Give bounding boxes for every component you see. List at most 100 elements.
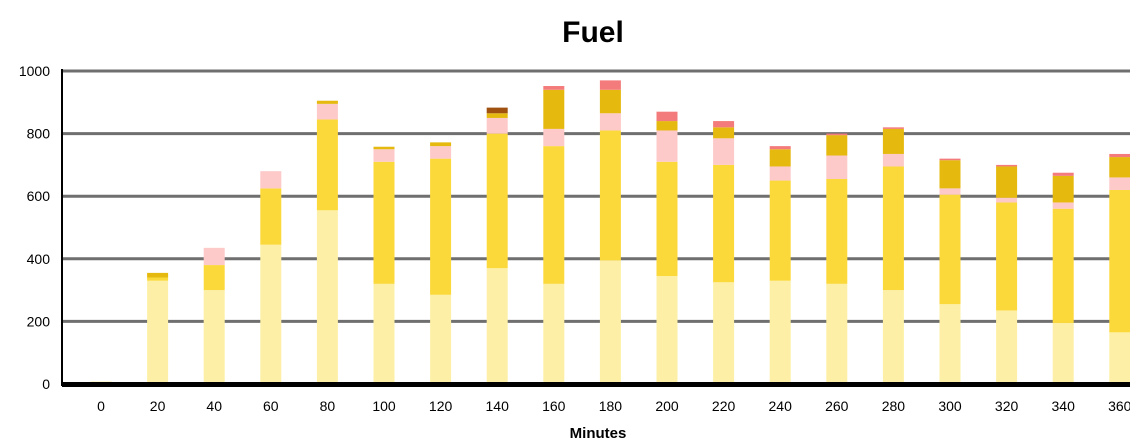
bar-segment-240-0 (769, 280, 791, 384)
bar-segment-80-1 (316, 119, 338, 211)
bar-segment-260-4 (826, 133, 848, 136)
bar-segment-300-3 (939, 160, 961, 189)
bar-segment-20-1 (147, 277, 169, 281)
bar-segment-140-5 (486, 107, 508, 114)
bar-segment-300-4 (939, 158, 961, 161)
x-tick-label: 100 (372, 398, 396, 414)
bar-segment-340-0 (1052, 322, 1074, 384)
bar-segment-320-0 (996, 310, 1018, 384)
bar-segment-200-2 (656, 130, 678, 162)
x-tick-label: 0 (97, 398, 105, 414)
bar-segment-20-0 (147, 280, 169, 384)
bar-segment-240-1 (769, 180, 791, 281)
bar-segment-180-2 (599, 113, 621, 131)
x-tick-label: 240 (769, 398, 793, 414)
y-tick-label: 800 (27, 126, 51, 142)
bar-segment-280-2 (882, 153, 904, 167)
bar-segment-260-1 (826, 178, 848, 284)
bar-segment-100-1 (373, 161, 395, 284)
bar-segment-160-2 (543, 128, 565, 147)
x-tick-label: 60 (263, 398, 279, 414)
bar-segment-340-1 (1052, 208, 1074, 323)
bar-segment-40-0 (203, 290, 225, 384)
bar-segment-320-1 (996, 202, 1018, 311)
bar-segment-160-0 (543, 283, 565, 384)
bar-segment-160-4 (543, 86, 565, 90)
bar-segment-300-2 (939, 188, 961, 195)
bar-segment-260-3 (826, 135, 848, 156)
bar-segment-60-2 (260, 171, 282, 189)
bar-segment-180-4 (599, 80, 621, 90)
x-tick-label: 360 (1108, 398, 1130, 414)
bar-segment-300-0 (939, 304, 961, 384)
x-tick-label: 220 (712, 398, 736, 414)
bar-segment-360-4 (1109, 153, 1130, 158)
bar-segment-140-0 (486, 268, 508, 384)
bar-segment-180-1 (599, 130, 621, 261)
bar-segment-180-0 (599, 260, 621, 384)
bar-segment-320-3 (996, 166, 1018, 198)
x-tick-label: 120 (429, 398, 453, 414)
bar-segment-220-0 (713, 282, 735, 384)
x-tick-label: 340 (1052, 398, 1076, 414)
bar-segment-320-4 (996, 164, 1018, 167)
bar-segment-360-3 (1109, 157, 1130, 178)
y-tick-label: 200 (27, 313, 51, 329)
bar-segment-60-0 (260, 244, 282, 384)
bar-segment-80-3 (316, 100, 338, 104)
x-tick-label: 160 (542, 398, 566, 414)
y-tick-label: 600 (27, 188, 51, 204)
x-tick-label: 280 (882, 398, 906, 414)
bar-segment-200-0 (656, 276, 678, 384)
bar-segment-20-3 (147, 272, 169, 278)
axes: 0 200 400 600 800 1000 0 20 40 60 80 100 120 140 160 18… (19, 63, 1130, 414)
bar-segment-120-0 (430, 294, 452, 384)
bars (90, 80, 1130, 384)
bar-segment-220-4 (713, 121, 735, 128)
bar-segment-280-4 (882, 127, 904, 129)
bar-segment-200-3 (656, 121, 678, 131)
x-tick-label: 140 (486, 398, 510, 414)
bar-segment-120-3 (430, 142, 452, 147)
bar-segment-360-1 (1109, 189, 1130, 333)
bar-segment-40-2 (203, 247, 225, 266)
bar-segment-280-1 (882, 166, 904, 291)
bar-segment-260-0 (826, 283, 848, 384)
x-tick-label: 40 (206, 398, 222, 414)
bar-segment-240-2 (769, 166, 791, 181)
bar-segment-360-2 (1109, 177, 1130, 190)
bar-segment-120-2 (430, 146, 452, 159)
x-tick-label: 200 (655, 398, 679, 414)
bar-segment-180-3 (599, 89, 621, 114)
bar-segment-360-0 (1109, 332, 1130, 384)
bar-segment-240-3 (769, 149, 791, 167)
bar-segment-280-3 (882, 128, 904, 154)
bar-segment-120-1 (430, 158, 452, 295)
bar-segment-280-0 (882, 290, 904, 384)
bar-segment-200-4 (656, 111, 678, 122)
bar-segment-100-0 (373, 283, 395, 384)
bar-segment-40-1 (203, 265, 225, 291)
bar-segment-80-0 (316, 210, 338, 384)
bar-segment-320-2 (996, 197, 1018, 203)
bar-segment-140-1 (486, 133, 508, 269)
bar-segment-340-3 (1052, 175, 1074, 203)
y-tick-label: 400 (27, 251, 51, 267)
bar-segment-200-1 (656, 161, 678, 277)
chart-title: Fuel (562, 16, 624, 49)
bar-segment-160-3 (543, 89, 565, 129)
x-tick-label: 320 (995, 398, 1019, 414)
x-axis-label: Minutes (570, 425, 627, 442)
bar-segment-340-4 (1052, 172, 1074, 176)
x-tick-label: 260 (825, 398, 849, 414)
y-tick-label: 0 (42, 376, 50, 392)
bar-segment-60-1 (260, 188, 282, 245)
bar-segment-340-2 (1052, 202, 1074, 209)
bar-segment-260-2 (826, 155, 848, 179)
bar-segment-160-1 (543, 146, 565, 284)
bar-segment-220-2 (713, 138, 735, 165)
bar-segment-220-1 (713, 164, 735, 283)
x-tick-label: 180 (599, 398, 623, 414)
bar-segment-300-1 (939, 194, 961, 305)
